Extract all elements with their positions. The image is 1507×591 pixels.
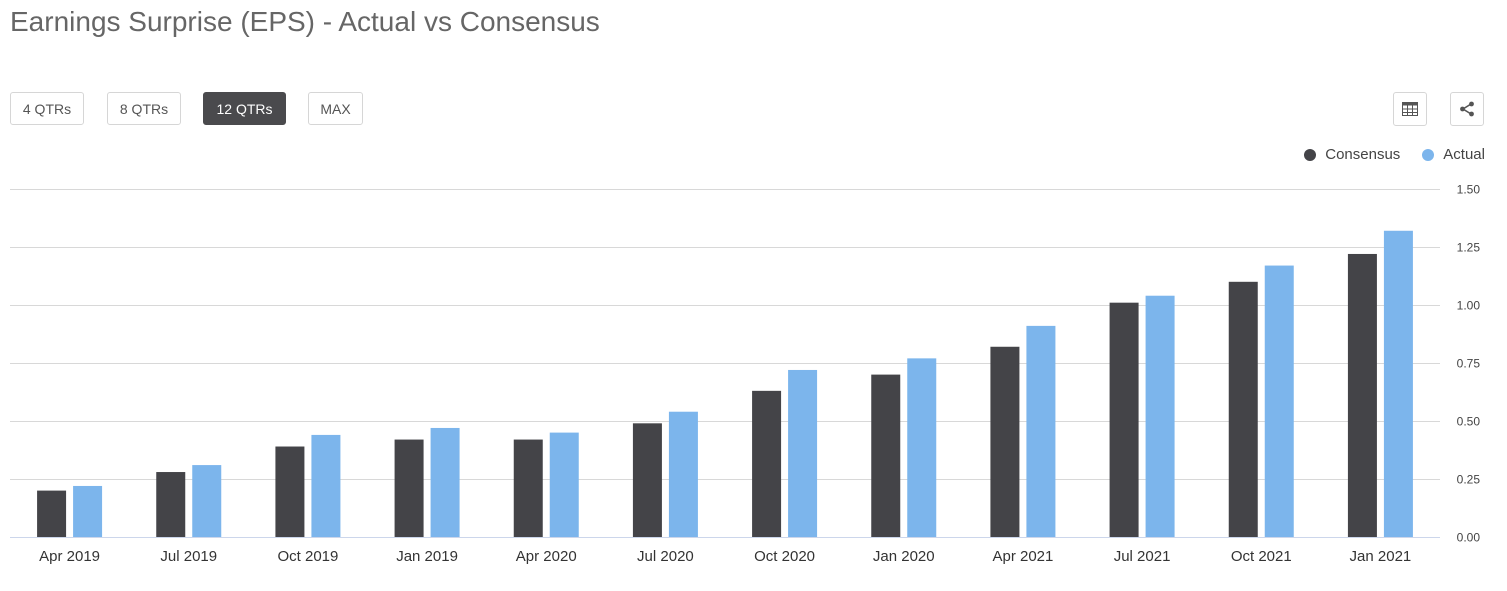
consensus-bar[interactable] [1228, 281, 1258, 537]
consensus-bar[interactable] [990, 346, 1020, 537]
bars [37, 230, 1413, 537]
legend-actual-marker [1422, 148, 1435, 161]
y-tick-label: 1.25 [1457, 241, 1481, 255]
x-tick-label: Oct 2020 [754, 548, 815, 565]
legend-item-consensus[interactable]: Consensus [1304, 146, 1400, 163]
share-button[interactable] [1450, 92, 1484, 126]
y-tick-label: 0.75 [1457, 357, 1481, 371]
consensus-bar[interactable] [37, 490, 67, 537]
y-tick-label: 1.00 [1457, 299, 1481, 313]
y-tick-label: 0.00 [1457, 531, 1481, 545]
x-tick-label: Jul 2021 [1114, 548, 1171, 565]
actual-bar[interactable] [1383, 230, 1413, 537]
x-tick-label: Apr 2019 [39, 548, 100, 565]
range-max-button[interactable]: MAX [308, 92, 363, 125]
actual-bar[interactable] [549, 432, 579, 537]
actual-bar[interactable] [788, 369, 818, 537]
actual-bar[interactable] [1145, 295, 1175, 537]
consensus-bar[interactable] [752, 390, 782, 537]
x-tick-label: Jan 2020 [873, 548, 935, 565]
x-tick-label: Jan 2021 [1350, 548, 1412, 565]
page-title: Earnings Surprise (EPS) - Actual vs Cons… [10, 6, 600, 37]
x-tick-label: Oct 2021 [1231, 548, 1292, 565]
y-tick-label: 0.25 [1457, 473, 1481, 487]
legend-item-actual[interactable]: Actual [1422, 146, 1485, 163]
consensus-bar[interactable] [871, 374, 901, 537]
actual-bar[interactable] [1026, 325, 1056, 537]
x-tick-label: Apr 2020 [516, 548, 577, 565]
consensus-bar[interactable] [632, 423, 662, 537]
grid-lines [10, 189, 1440, 538]
consensus-bar[interactable] [275, 446, 305, 537]
share-icon [1460, 101, 1474, 117]
y-axis-ticks: 0.00 0.25 0.50 0.75 1.00 1.25 1.50 [1457, 183, 1481, 545]
consensus-bar[interactable] [394, 439, 424, 537]
range-4-qtrs-button[interactable]: 4 QTRs [10, 92, 84, 125]
actual-bar[interactable] [668, 411, 698, 537]
y-tick-label: 1.50 [1457, 183, 1481, 197]
legend-actual-label: Actual [1443, 146, 1485, 163]
consensus-bar[interactable] [1347, 253, 1377, 537]
range-8-qtrs-button[interactable]: 8 QTRs [107, 92, 181, 125]
legend-consensus-label: Consensus [1325, 146, 1401, 163]
x-axis-labels: Apr 2019 Jul 2019 Oct 2019 Jan 2019 Apr 2020… [39, 548, 1411, 565]
legend-consensus-marker [1304, 148, 1317, 161]
x-tick-label: Jul 2020 [637, 548, 694, 565]
x-tick-label: Jul 2019 [160, 548, 217, 565]
table-icon [1402, 102, 1418, 116]
consensus-bar[interactable] [513, 439, 543, 537]
range-12-qtrs-button[interactable]: 12 QTRs [203, 92, 286, 125]
x-tick-label: Jan 2019 [396, 548, 458, 565]
consensus-bar[interactable] [1109, 302, 1139, 537]
x-tick-label: Apr 2021 [992, 548, 1053, 565]
actual-bar[interactable] [311, 434, 341, 537]
consensus-bar[interactable] [156, 472, 186, 537]
chart-legend: Consensus Actual [1304, 146, 1485, 163]
actual-bar[interactable] [907, 358, 937, 537]
table-view-button[interactable] [1393, 92, 1427, 126]
actual-bar[interactable] [73, 485, 103, 537]
actual-bar[interactable] [192, 465, 222, 537]
x-tick-label: Oct 2019 [277, 548, 338, 565]
y-tick-label: 0.50 [1457, 415, 1481, 429]
actual-bar[interactable] [430, 427, 460, 537]
actual-bar[interactable] [1264, 265, 1294, 537]
